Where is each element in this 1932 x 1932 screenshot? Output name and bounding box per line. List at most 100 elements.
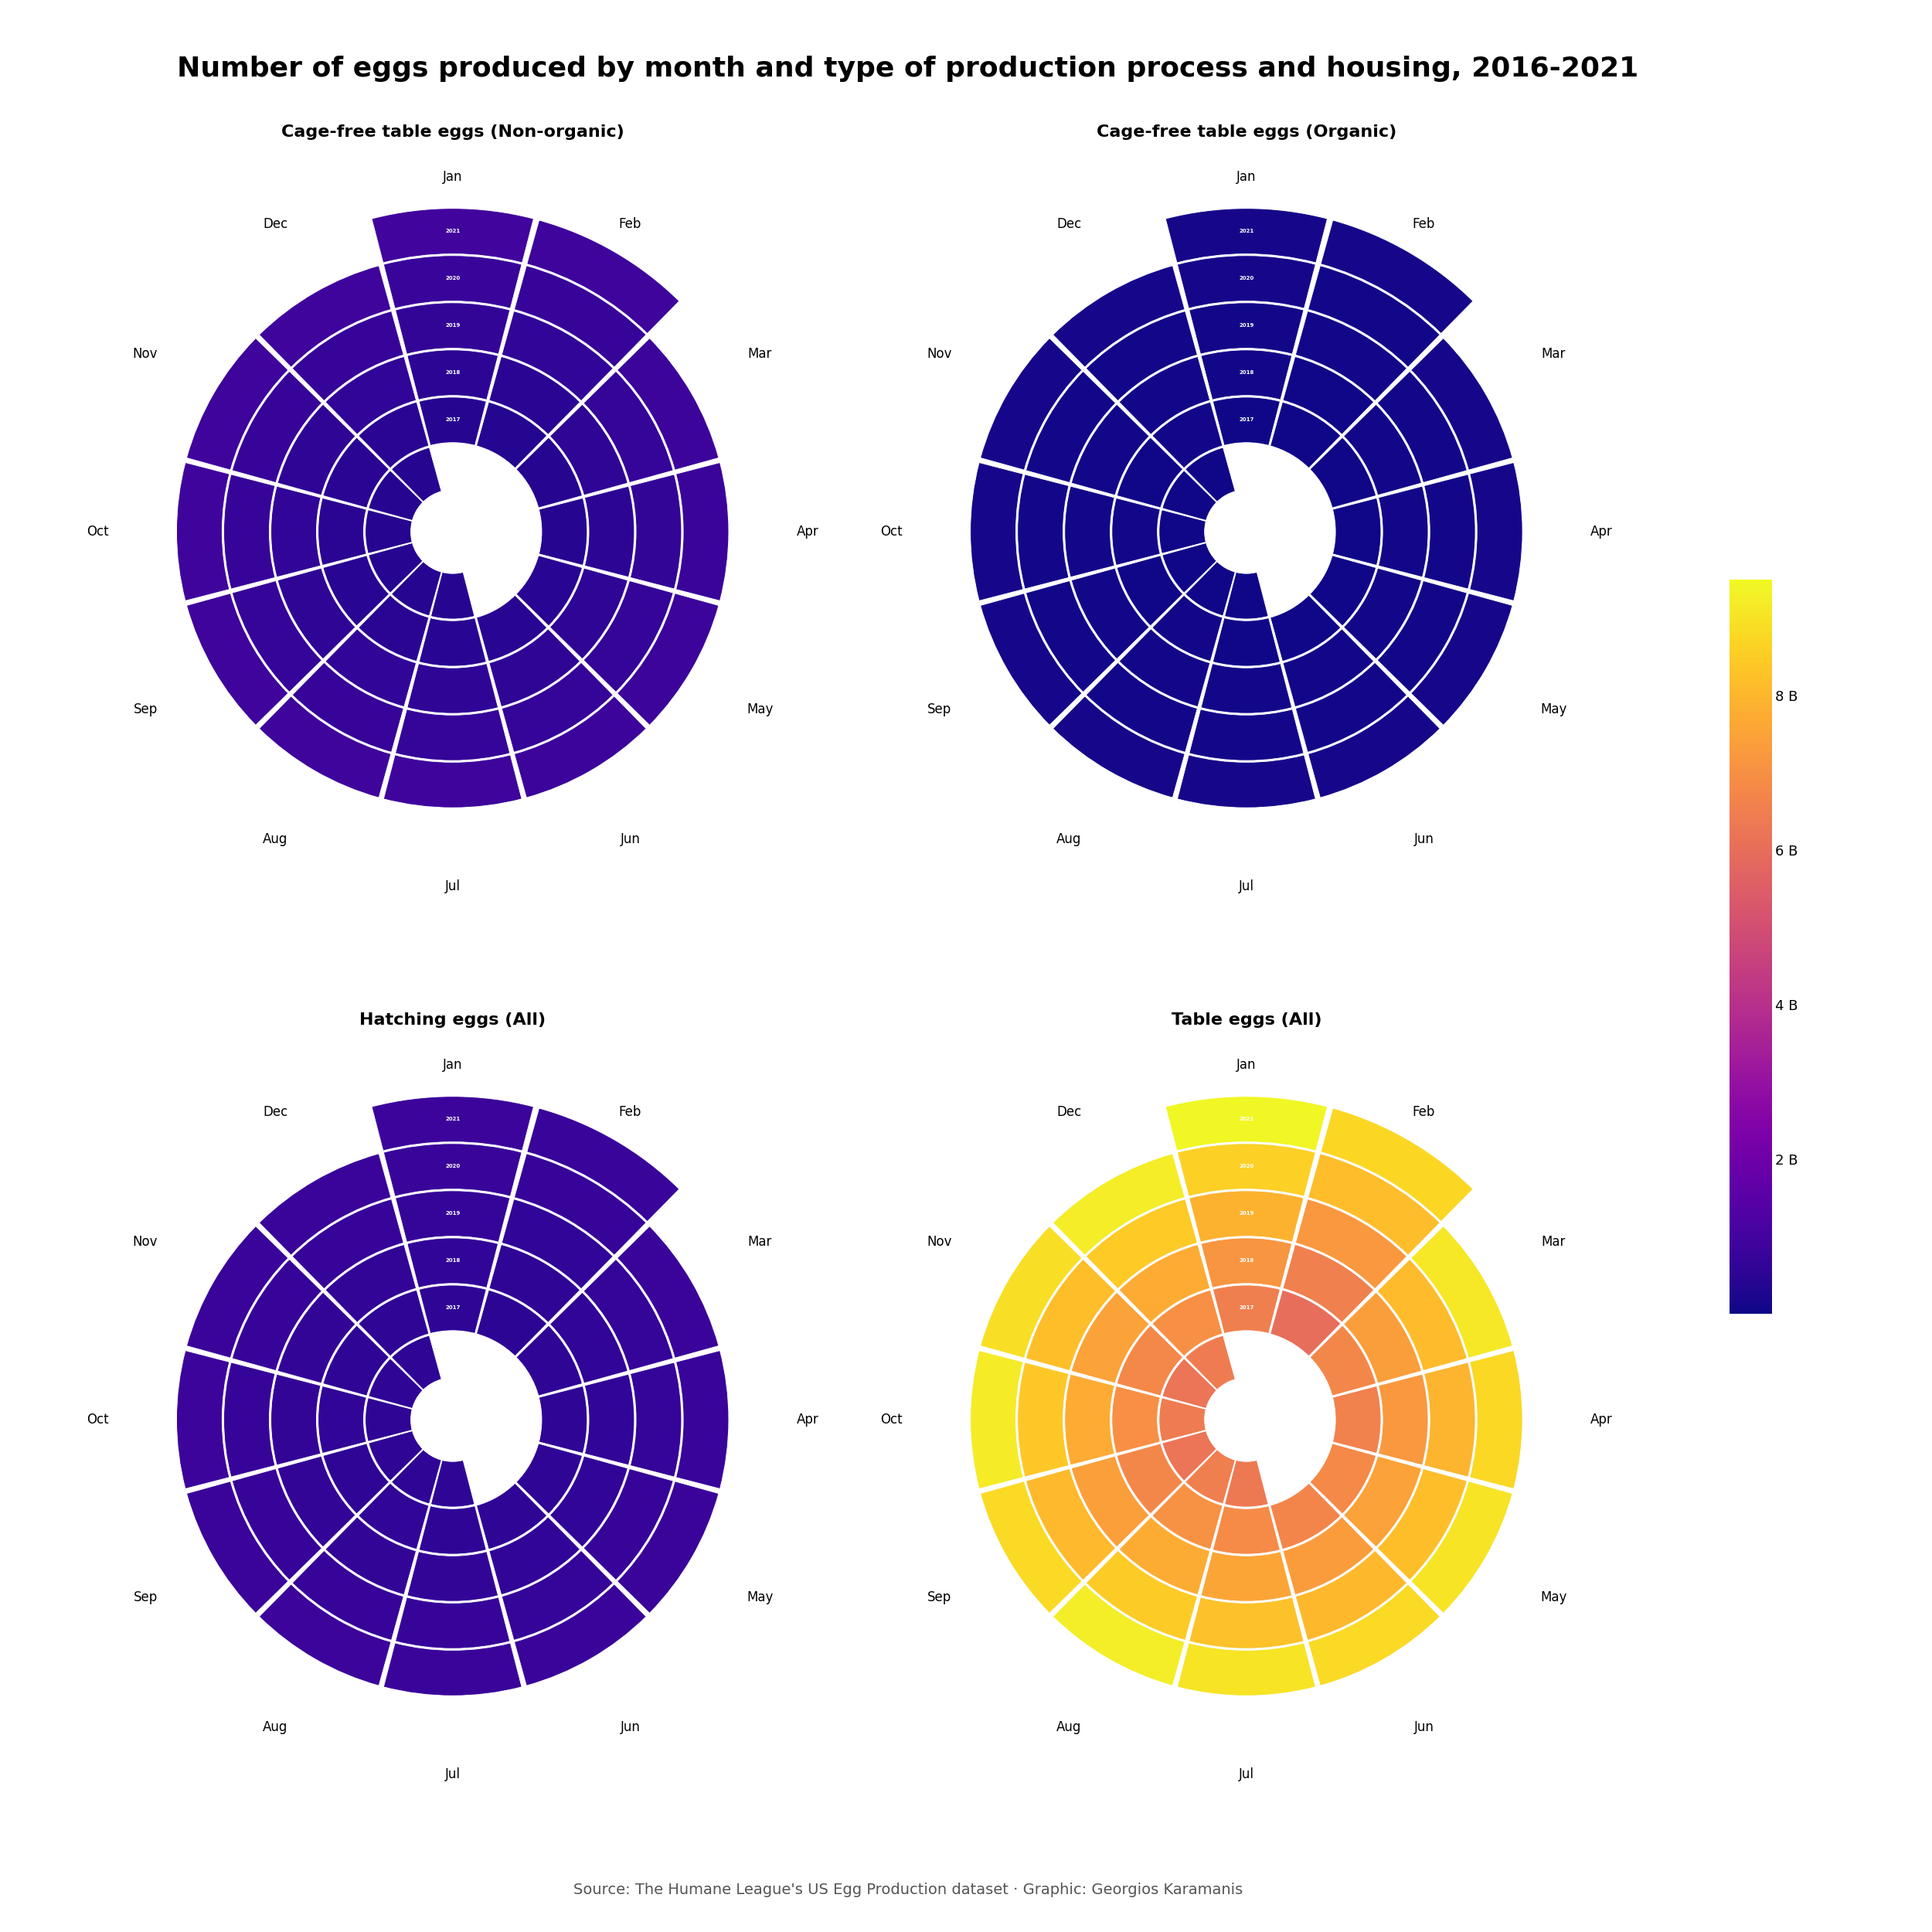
- Wedge shape: [384, 255, 522, 309]
- Wedge shape: [396, 709, 510, 761]
- Wedge shape: [477, 402, 547, 468]
- Wedge shape: [325, 357, 415, 435]
- Text: Jan: Jan: [442, 1059, 462, 1072]
- Text: Source: The Humane League's US Egg Production dataset · Graphic: Georgios Karama: Source: The Humane League's US Egg Produ…: [574, 1882, 1242, 1897]
- Text: 2020: 2020: [444, 276, 460, 280]
- Wedge shape: [676, 462, 728, 601]
- Text: Mar: Mar: [1542, 348, 1565, 361]
- Text: Apr: Apr: [796, 1412, 819, 1426]
- Wedge shape: [1410, 338, 1513, 469]
- Wedge shape: [369, 1432, 423, 1482]
- Wedge shape: [583, 582, 672, 692]
- Wedge shape: [408, 1238, 498, 1289]
- Wedge shape: [583, 1260, 672, 1370]
- Text: 2020: 2020: [1238, 1163, 1254, 1169]
- Wedge shape: [224, 475, 274, 589]
- Wedge shape: [1018, 475, 1068, 589]
- Wedge shape: [1184, 1449, 1235, 1503]
- Text: Apr: Apr: [1590, 1412, 1613, 1426]
- Wedge shape: [292, 311, 404, 400]
- Wedge shape: [616, 338, 719, 469]
- Wedge shape: [270, 1374, 321, 1464]
- Wedge shape: [1065, 1374, 1115, 1464]
- Wedge shape: [1202, 1551, 1293, 1602]
- Wedge shape: [278, 1457, 355, 1548]
- Wedge shape: [1111, 1385, 1161, 1453]
- Wedge shape: [187, 1227, 288, 1358]
- Wedge shape: [516, 556, 582, 626]
- Wedge shape: [514, 696, 645, 798]
- Wedge shape: [551, 568, 628, 659]
- Wedge shape: [1310, 1443, 1376, 1515]
- Wedge shape: [516, 1325, 582, 1395]
- Wedge shape: [1151, 1291, 1223, 1356]
- Text: May: May: [746, 1590, 773, 1604]
- Wedge shape: [292, 1200, 404, 1289]
- Wedge shape: [1378, 1374, 1428, 1464]
- Text: Jun: Jun: [620, 1719, 639, 1733]
- Wedge shape: [384, 755, 522, 808]
- Wedge shape: [1308, 696, 1439, 798]
- Wedge shape: [1296, 663, 1406, 752]
- Text: Jan: Jan: [1236, 1059, 1256, 1072]
- Text: Nov: Nov: [133, 348, 158, 361]
- Wedge shape: [1184, 562, 1235, 616]
- Wedge shape: [357, 595, 429, 661]
- Wedge shape: [1151, 402, 1223, 468]
- Wedge shape: [514, 265, 645, 367]
- Text: Apr: Apr: [796, 526, 819, 539]
- Wedge shape: [325, 1517, 415, 1594]
- Text: Sep: Sep: [927, 1590, 951, 1604]
- Wedge shape: [676, 1350, 728, 1490]
- Wedge shape: [1111, 498, 1161, 566]
- Wedge shape: [259, 696, 390, 798]
- Text: May: May: [746, 701, 773, 717]
- Title: Hatching eggs (All): Hatching eggs (All): [359, 1012, 547, 1028]
- Title: Cage-free table eggs (Non-organic): Cage-free table eggs (Non-organic): [282, 124, 624, 139]
- Text: Jul: Jul: [444, 1768, 460, 1781]
- Wedge shape: [1163, 1358, 1217, 1408]
- Text: Jun: Jun: [1414, 1719, 1434, 1733]
- Wedge shape: [1165, 1095, 1327, 1151]
- Wedge shape: [396, 1598, 510, 1648]
- Wedge shape: [1026, 1468, 1115, 1580]
- Wedge shape: [1053, 696, 1184, 798]
- Wedge shape: [176, 462, 230, 601]
- Wedge shape: [419, 1285, 487, 1333]
- Wedge shape: [278, 1293, 355, 1383]
- Wedge shape: [365, 510, 412, 554]
- Wedge shape: [1026, 371, 1115, 483]
- Wedge shape: [551, 404, 628, 495]
- Wedge shape: [325, 628, 415, 707]
- Text: Feb: Feb: [618, 1105, 641, 1119]
- Wedge shape: [357, 402, 429, 468]
- Text: 2018: 2018: [444, 371, 460, 375]
- Wedge shape: [1269, 1291, 1341, 1356]
- Text: Sep: Sep: [133, 701, 156, 717]
- Text: Mar: Mar: [748, 348, 773, 361]
- Wedge shape: [1283, 1244, 1374, 1323]
- Wedge shape: [369, 1358, 423, 1408]
- Text: Mar: Mar: [748, 1235, 773, 1250]
- Wedge shape: [585, 1374, 634, 1464]
- Text: Oct: Oct: [87, 1412, 108, 1426]
- Wedge shape: [489, 357, 580, 435]
- Text: Feb: Feb: [1412, 218, 1435, 232]
- Wedge shape: [970, 462, 1024, 601]
- Wedge shape: [1269, 595, 1341, 661]
- Wedge shape: [502, 663, 612, 752]
- Text: Aug: Aug: [1057, 833, 1082, 846]
- Text: Jan: Jan: [442, 170, 462, 184]
- Text: Number of eggs produced by month and type of production process and housing, 201: Number of eggs produced by month and typ…: [178, 56, 1638, 83]
- Wedge shape: [259, 1153, 390, 1256]
- Text: Jun: Jun: [1414, 833, 1434, 846]
- Text: 2020: 2020: [1238, 276, 1254, 280]
- Wedge shape: [371, 209, 533, 263]
- Wedge shape: [357, 1484, 429, 1549]
- Wedge shape: [1151, 1484, 1223, 1549]
- Wedge shape: [1378, 371, 1466, 483]
- Wedge shape: [1072, 568, 1150, 659]
- Wedge shape: [514, 1584, 645, 1687]
- Wedge shape: [1119, 357, 1209, 435]
- Wedge shape: [1018, 1362, 1068, 1476]
